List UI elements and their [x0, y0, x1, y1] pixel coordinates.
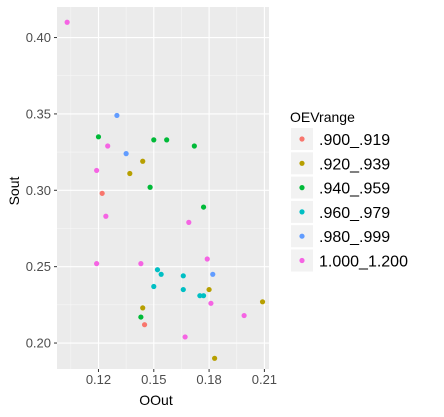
data-point: [138, 314, 144, 320]
x-axis-title: OOut: [139, 392, 173, 408]
data-point: [180, 286, 186, 293]
data-point: [151, 137, 157, 143]
y-axis-ticks: 0.20 0.25 0.30 0.35 0.40: [26, 30, 57, 351]
data-point: [197, 293, 203, 299]
data-point: [147, 184, 153, 190]
legend-swatch: [299, 160, 305, 166]
data-point: [182, 334, 188, 340]
legend-label: .960_.979: [319, 205, 390, 222]
legend-swatch: [299, 136, 305, 142]
data-point: [123, 151, 129, 157]
data-point: [191, 143, 197, 149]
data-point: [105, 143, 111, 149]
legend-swatch: [299, 185, 305, 191]
data-point: [241, 312, 247, 319]
data-point: [103, 213, 109, 219]
data-point: [180, 273, 186, 279]
y-axis-title: Sout: [6, 176, 22, 205]
data-point: [154, 267, 161, 273]
data-point: [94, 261, 100, 267]
y-tick-label: 0.30: [26, 183, 51, 198]
data-point: [140, 158, 146, 164]
plot-panel: [57, 7, 269, 369]
x-tick-label: 0.15: [141, 372, 166, 387]
x-axis-ticks: 0.12 0.15 0.18 0.21: [86, 369, 277, 387]
data-point: [158, 271, 164, 277]
data-point: [206, 286, 212, 293]
minor-gridlines: [57, 7, 269, 369]
data-point: [94, 167, 100, 174]
data-point: [127, 170, 133, 177]
legend-swatch: [299, 257, 305, 264]
y-tick-label: 0.40: [26, 30, 51, 45]
legend-swatch: [299, 209, 305, 215]
data-point: [212, 355, 218, 361]
x-tick-label: 0.18: [196, 372, 221, 387]
x-tick-label: 0.12: [86, 372, 111, 387]
legend-swatch: [299, 233, 305, 239]
data-point: [208, 300, 214, 306]
data-point: [164, 137, 170, 143]
data-point: [64, 19, 70, 25]
legend: OEVrange .900_.919 .920_.939 .940_.959 .960…: [290, 109, 408, 272]
data-point: [151, 283, 157, 290]
data-point: [99, 190, 105, 196]
data-point: [138, 261, 144, 267]
y-tick-label: 0.35: [26, 106, 51, 121]
legend-label: .900_.919: [319, 132, 390, 149]
legend-label: .980_.999: [319, 229, 390, 246]
data-point: [140, 305, 146, 311]
data-point: [186, 219, 192, 225]
legend-label: 1.000_1.200: [319, 254, 408, 271]
legend-items: .900_.919 .920_.939 .940_.959 .960_.979 .980…: [291, 128, 408, 272]
data-point: [114, 112, 120, 119]
data-point: [200, 293, 207, 299]
x-tick-label: 0.21: [252, 372, 277, 387]
data-point: [259, 299, 266, 305]
data-points: [64, 19, 266, 361]
data-point: [204, 256, 210, 262]
legend-label: .920_.939: [319, 156, 390, 173]
data-point: [210, 271, 216, 277]
y-tick-label: 0.25: [26, 259, 51, 274]
legend-label: .940_.959: [319, 181, 390, 198]
major-gridlines: [57, 7, 269, 369]
data-point: [200, 204, 207, 210]
data-point: [95, 134, 102, 140]
y-tick-label: 0.20: [26, 336, 51, 351]
legend-title: OEVrange: [290, 109, 355, 125]
data-point: [141, 322, 148, 328]
